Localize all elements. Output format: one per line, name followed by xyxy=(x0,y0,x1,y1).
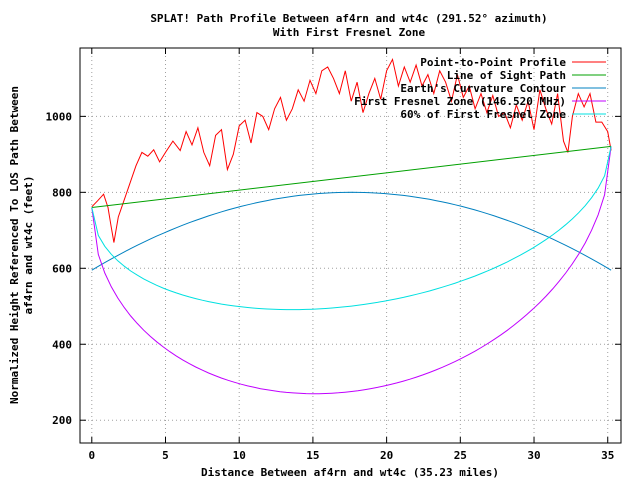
x-tick-label: 20 xyxy=(380,449,393,462)
y-tick-label: 1000 xyxy=(46,110,73,123)
x-tick-label: 5 xyxy=(162,449,169,462)
x-tick-label: 25 xyxy=(454,449,467,462)
series-line-60-of-first-fresnel-zone xyxy=(91,146,612,311)
x-tick-label: 0 xyxy=(88,449,95,462)
series-line-earth-s-curvature-contour xyxy=(91,191,612,271)
legend-label-60-of-first-fresnel-zone: 60% of First Fresnel Zone xyxy=(400,108,566,121)
x-tick-label: 35 xyxy=(601,449,614,462)
y-tick-label: 400 xyxy=(52,338,72,351)
series-group xyxy=(91,57,612,395)
x-tick-label: 10 xyxy=(233,449,246,462)
series-line-point-to-point-profile xyxy=(91,57,612,243)
x-axis-ticks: 0 5 10 15 20 25 30 35 xyxy=(88,48,614,462)
y-tick-label: 200 xyxy=(52,414,72,427)
legend-label-earth-s-curvature-contour: Earth's Curvature Contour xyxy=(400,82,566,95)
series-line-first-fresnel-zone-146-520-mhz xyxy=(91,146,612,395)
legend-label-point-to-point-profile: Point-to-Point Profile xyxy=(420,56,566,69)
chart-subtitle: With First Fresnel Zone xyxy=(273,26,426,39)
x-tick-label: 30 xyxy=(527,449,540,462)
x-axis-label: Distance Between af4rn and wt4c (35.23 m… xyxy=(201,466,499,479)
series-line-line-of-sight-path xyxy=(91,145,612,208)
legend-label-line-of-sight-path: Line of Sight Path xyxy=(447,69,566,82)
plot-frame xyxy=(79,47,622,444)
y-tick-label: 600 xyxy=(52,262,72,275)
legend-label-first-fresnel-zone-146-520-mhz: First Fresnel Zone (146.520 MHz) xyxy=(354,95,566,108)
y-axis-ticks: 200 400 600 800 1000 xyxy=(46,110,621,427)
x-tick-label: 15 xyxy=(306,449,319,462)
y-axis-label-line-2: af4rn and wt4c (feet) xyxy=(22,175,35,314)
y-axis-label-line-1: Normalized Height Referenced To LOS Path… xyxy=(8,86,21,404)
chart-title: SPLAT! Path Profile Between af4rn and wt… xyxy=(150,12,547,25)
y-tick-label: 800 xyxy=(52,186,72,199)
